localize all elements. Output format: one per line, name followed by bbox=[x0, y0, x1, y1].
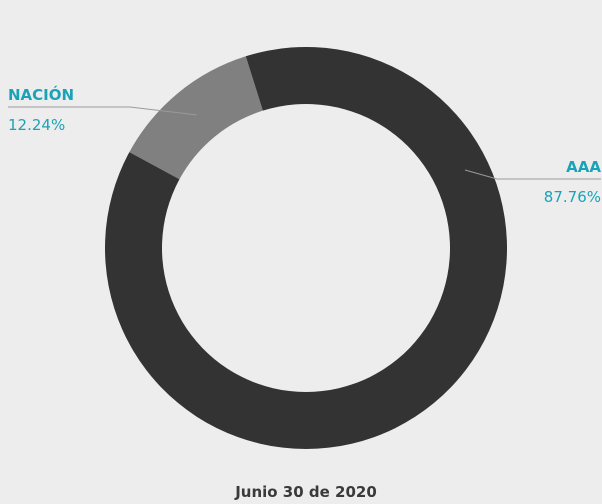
leader-line-nacion bbox=[8, 106, 197, 116]
slice-label-nacion: NACIÓN bbox=[8, 85, 74, 104]
leader-line-aaa bbox=[464, 169, 601, 180]
slice-value-aaa: 87.76% bbox=[544, 188, 601, 206]
leader-lines bbox=[8, 106, 601, 180]
donut-slices bbox=[104, 46, 507, 449]
slice-label-aaa: AAA bbox=[566, 158, 601, 176]
donut-slice-nacion bbox=[129, 56, 263, 180]
slice-value-nacion: 12.24% bbox=[8, 116, 65, 134]
chart-caption-date: Junio 30 de 2020 bbox=[234, 483, 377, 501]
